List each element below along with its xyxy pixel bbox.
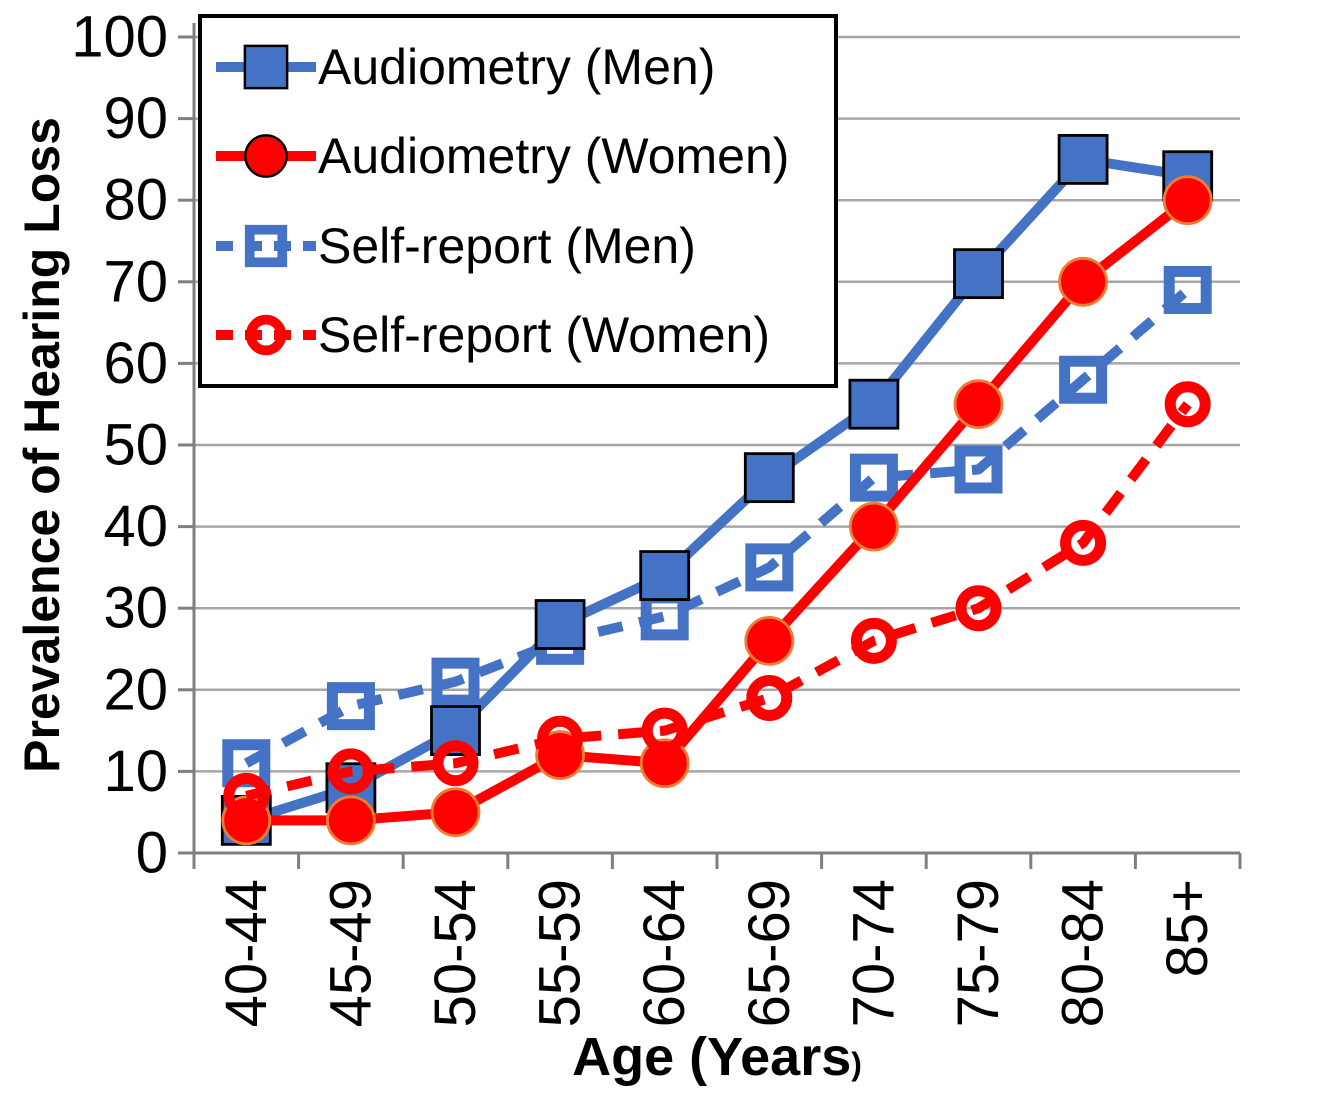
marker-open-circle-icon: [245, 315, 287, 356]
series-line-3: [245, 401, 1192, 801]
series-line-0: [244, 154, 1189, 826]
y-tick-label: 20: [103, 657, 168, 722]
marker-open-square-icon: [244, 224, 288, 267]
x-axis-title-text: Age (Years: [572, 1027, 852, 1087]
x-tick-label: 45-49: [318, 879, 383, 1027]
y-tick-label: 40: [103, 494, 168, 559]
marker-open-circle-icon: [955, 585, 1002, 632]
y-tick-label: 60: [103, 331, 168, 396]
x-tick-label: 55-59: [528, 879, 593, 1027]
x-tick-label: 80-84: [1051, 879, 1116, 1027]
y-axis-title: Prevalence of Hearing Loss: [14, 117, 70, 773]
marker-filled-circle-icon: [953, 379, 1004, 430]
x-tick-label: 85+: [1155, 879, 1220, 977]
legend-label: Audiometry (Women): [318, 128, 790, 184]
y-tick-label: 70: [103, 249, 168, 314]
legend-item-audiometry-men: Audiometry (Men): [214, 39, 826, 95]
marker-filled-circle-icon: [325, 795, 376, 846]
x-tick-label: 75-79: [946, 879, 1011, 1027]
legend: Audiometry (Men) Audiometry (Women) Self…: [198, 14, 838, 388]
legend-label: Self-report (Men): [318, 217, 696, 274]
marker-open-square-icon: [1163, 265, 1212, 314]
x-tick-label: 40-44: [214, 879, 279, 1027]
legend-item-self-report-men: Self-report (Men): [214, 218, 826, 274]
marker-filled-square-icon: [953, 248, 1004, 300]
series-line-2: [243, 286, 1191, 768]
marker-filled-circle-icon: [244, 134, 288, 179]
marker-filled-square-icon: [743, 452, 795, 504]
marker-open-square-icon: [954, 445, 1003, 494]
x-axis-title: Age (Years): [194, 1026, 1240, 1088]
marker-filled-circle-icon: [430, 787, 481, 838]
x-tick-label: 65-69: [737, 879, 802, 1027]
y-tick-label: 80: [103, 168, 168, 233]
y-tick-label: 10: [103, 739, 168, 804]
legend-marker-filled-circle-icon: [214, 128, 318, 184]
x-tick-label: 50-54: [423, 879, 488, 1027]
marker-open-square-icon: [745, 543, 794, 592]
marker-filled-circle-icon: [849, 501, 899, 552]
legend-marker-filled-square-icon: [214, 39, 318, 95]
marker-filled-circle-icon: [744, 615, 795, 666]
marker-filled-square-icon: [848, 378, 900, 430]
legend-label: Self-report (Women): [318, 307, 770, 363]
marker-filled-square-icon: [1057, 133, 1109, 185]
marker-open-square-icon: [1059, 355, 1108, 404]
marker-filled-circle-icon: [1162, 175, 1213, 226]
x-axis-title-paren: ): [851, 1046, 862, 1082]
marker-filled-circle-icon: [1058, 256, 1108, 307]
marker-open-circle-icon: [537, 715, 584, 762]
legend-label: Audiometry (Men): [318, 38, 716, 95]
marker-open-circle-icon: [1164, 381, 1211, 428]
legend-marker-open-square-icon: [214, 218, 318, 274]
x-tick-label: 60-64: [632, 879, 697, 1027]
marker-open-square-icon: [849, 453, 898, 502]
marker-open-circle-icon: [327, 748, 374, 795]
legend-item-audiometry-women: Audiometry (Women): [214, 128, 826, 184]
marker-open-circle-icon: [746, 674, 793, 721]
y-tick-label: 90: [103, 86, 168, 151]
marker-filled-circle-icon: [639, 738, 690, 789]
y-tick-label: 50: [103, 413, 168, 478]
y-tick-label: 100: [71, 5, 168, 70]
marker-open-square-icon: [326, 682, 375, 731]
x-tick-label: 70-74: [841, 879, 906, 1027]
marker-open-circle-icon: [432, 740, 479, 787]
y-tick-label: 30: [103, 576, 168, 641]
marker-open-square-icon: [431, 657, 480, 706]
series-line-1: [246, 196, 1191, 826]
legend-item-self-report-women: Self-report (Women): [214, 307, 826, 363]
marker-open-circle-icon: [223, 772, 270, 819]
marker-open-circle-icon: [1060, 519, 1107, 566]
marker-open-circle-icon: [641, 707, 688, 754]
marker-filled-square-icon: [639, 550, 691, 601]
marker-filled-square-icon: [534, 599, 586, 650]
marker-open-circle-icon: [850, 617, 897, 664]
y-tick-label: 0: [136, 821, 168, 886]
legend-marker-open-circle-icon: [214, 307, 318, 363]
marker-filled-square-icon: [243, 44, 289, 90]
